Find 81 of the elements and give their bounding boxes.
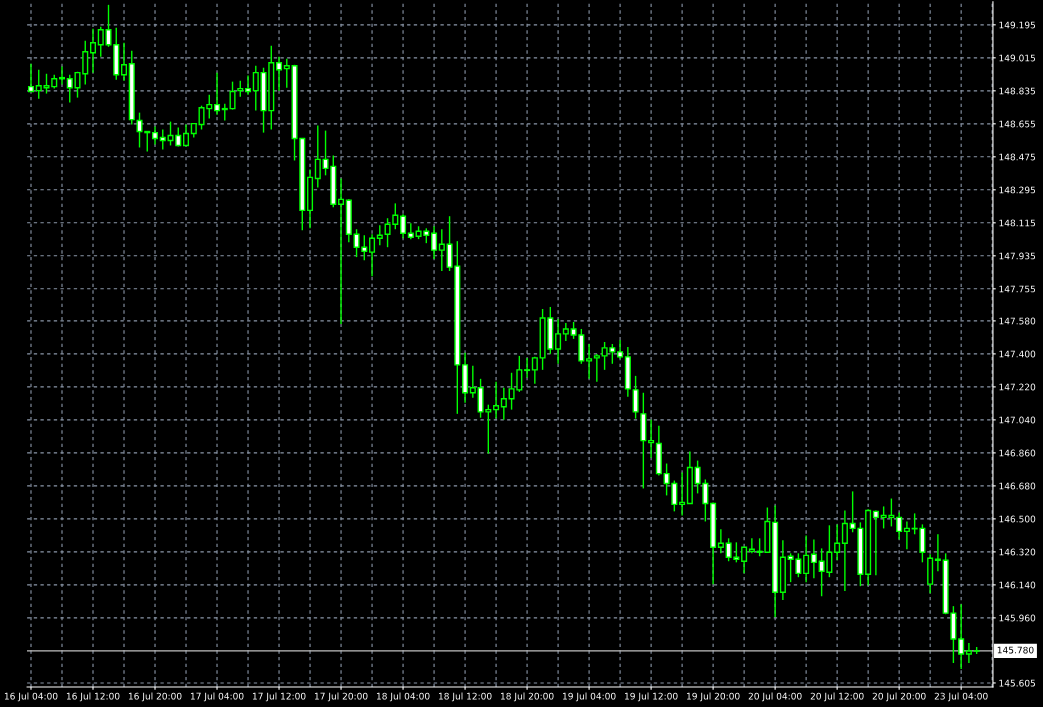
candlestick [748,537,755,555]
x-tick-label: 20 Jul 04:00 [748,692,802,702]
x-tick-label: 16 Jul 20:00 [128,692,182,702]
y-tick-label: 147.040 [999,416,1036,424]
candlestick [586,343,593,380]
candlestick [376,224,383,246]
y-tick-label: 146.140 [999,581,1036,589]
candlestick [934,533,941,573]
candlestick [407,222,414,240]
y-tick-label: 145.960 [999,614,1036,622]
candlestick [717,528,724,555]
x-tick-label: 18 Jul 20:00 [501,692,554,702]
candlestick [555,318,562,365]
candlestick [183,123,190,147]
y-tick-label: 147.580 [999,317,1036,325]
candlestick [120,42,128,82]
x-tick-label: 19 Jul 20:00 [687,692,740,702]
candlestick [958,603,965,670]
candlestick [245,74,252,96]
candlestick [338,177,345,325]
y-tick-label: 146.860 [999,449,1036,457]
x-tick-label: 19 Jul 04:00 [563,692,616,702]
candlestick [648,419,655,459]
candlestick [438,228,445,272]
candlestick [469,365,476,399]
candlestick [872,509,879,576]
candlestick [841,509,848,592]
candlestick [400,213,407,239]
candlestick [276,56,283,92]
x-tick-label: 23 Jul 04:00 [934,692,988,702]
x-tick-label: 19 Jul 12:00 [625,692,678,702]
candlestick [431,225,438,260]
candlestick [632,375,639,420]
x-tick-label: 20 Jul 20:00 [872,692,926,702]
x-tick-label: 16 Jul 12:00 [66,692,120,702]
candlestick [283,58,290,89]
candlestick [896,511,903,541]
candlestick [810,538,817,579]
candlestick [369,233,376,277]
candlestick [214,71,221,116]
y-tick-label: 148.115 [999,219,1036,227]
y-tick-label: 149.195 [999,21,1036,29]
x-tick-label: 18 Jul 04:00 [376,692,430,702]
candlestick [741,546,748,575]
candlestick [524,357,531,379]
y-tick-label: 147.935 [999,252,1036,260]
x-tick-label: 16 Jul 04:00 [4,692,58,702]
candlestick [834,523,841,562]
y-tick-label: 146.680 [999,482,1036,490]
candlestick [89,28,97,74]
candlestick [58,65,66,86]
y-tick-label: 146.320 [999,548,1036,556]
candlestick [252,65,259,112]
y-tick-label: 146.500 [999,515,1036,523]
candlestick [500,387,507,421]
candlestick [314,124,321,189]
ref-line-label: 145.780 [997,646,1034,654]
candlestick [965,642,972,664]
x-tick-label: 18 Jul 12:00 [438,692,492,702]
x-tick-label: 17 Jul 04:00 [190,692,244,702]
candlestick [229,80,236,111]
candlestick [493,381,500,420]
candlestick [679,471,686,517]
x-tick-label: 17 Jul 20:00 [314,692,368,702]
x-tick-label: 17 Jul 12:00 [252,692,306,702]
candlestick [531,356,538,385]
candlestick [27,62,35,93]
candlestick [593,353,600,383]
x-tick-label: 20 Jul 12:00 [810,692,864,702]
y-tick-label: 147.220 [999,383,1036,391]
y-tick-label: 148.655 [999,120,1036,128]
candlestick [617,339,624,360]
y-tick-label: 148.475 [999,153,1036,161]
y-tick-label: 147.755 [999,285,1036,293]
candlestick [903,520,910,551]
y-tick-label: 148.835 [999,87,1036,95]
y-tick-label: 149.015 [999,54,1036,62]
y-tick-label: 148.295 [999,186,1036,194]
y-tick-label: 147.400 [999,350,1036,358]
candlestick [803,534,810,583]
y-tick-label: 145.605 [999,679,1036,687]
